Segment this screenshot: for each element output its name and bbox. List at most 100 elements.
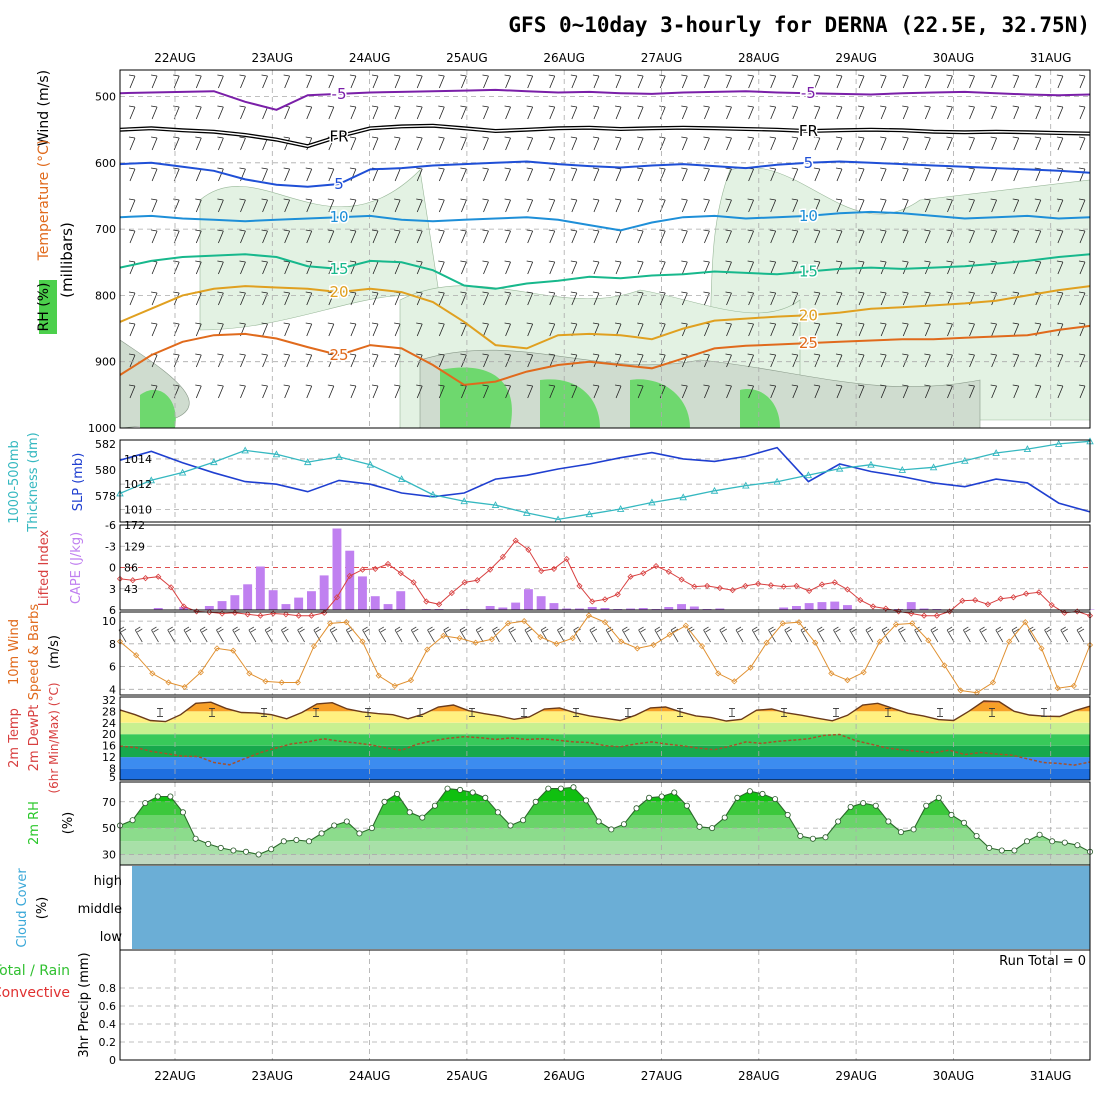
wind-barb: [283, 322, 291, 337]
wind-barb: [173, 105, 180, 120]
wind-barb: [835, 74, 843, 89]
cape-bar: [204, 606, 214, 610]
wind-barb: [371, 291, 379, 306]
rh-marker: [318, 830, 325, 837]
wind-barb: [1078, 136, 1086, 151]
rh-marker: [419, 814, 426, 821]
cape-bar: [243, 584, 253, 610]
wind-barb: [614, 291, 622, 306]
wind-barb: [416, 229, 423, 244]
wind-speed-marker: [1022, 619, 1029, 626]
minmax-bar: [521, 708, 527, 717]
surface-wind-barb: [962, 626, 971, 643]
lifted-marker: [869, 603, 877, 610]
wind-barb: [195, 229, 202, 244]
rh-bands: [120, 787, 1090, 865]
wind-barb: [504, 136, 511, 151]
wind-speed-marker: [165, 679, 172, 686]
wind-barb: [482, 74, 489, 89]
wind-barb: [858, 353, 865, 368]
rh-marker: [671, 789, 678, 796]
minmax-bar: [365, 708, 371, 717]
wind-speed-marker: [375, 672, 382, 679]
wind-speed-line: [119, 614, 1091, 694]
wind-speed-marker: [715, 670, 722, 677]
rh-band: [120, 828, 1090, 842]
wind-barb: [526, 229, 534, 244]
wind-barb: [283, 74, 291, 89]
wind-barb: [747, 322, 754, 337]
isotherm-line: [119, 285, 1091, 350]
slp-tick: 1010: [124, 503, 152, 516]
wind-barb: [769, 291, 777, 306]
wind-barb: [614, 322, 622, 337]
wind-barb: [504, 74, 511, 89]
thickness-marker: [335, 452, 343, 460]
wind-barb: [990, 105, 997, 120]
rh-marker: [343, 818, 350, 825]
rh-marker: [394, 790, 401, 797]
wind-barb: [791, 353, 799, 368]
rh-marker: [255, 851, 262, 858]
wind-barb: [371, 105, 379, 120]
wind-barb: [813, 229, 821, 244]
surface-wind-barb: [183, 626, 192, 643]
wind-barb: [217, 167, 224, 182]
thickness-marker: [366, 460, 375, 468]
wind-barb: [1034, 136, 1042, 151]
lifted-marker: [959, 597, 966, 604]
date-label-top: 30AUG: [933, 51, 975, 65]
dewpoint-line: [119, 733, 1091, 766]
wind-barb: [924, 198, 931, 213]
wind-barb: [747, 74, 754, 89]
wind-barb: [460, 198, 467, 213]
temp-tick: 8: [109, 763, 116, 776]
wind-barb: [526, 167, 534, 182]
lifted-marker: [627, 573, 634, 580]
wind-barb: [349, 74, 357, 89]
wind-barb: [968, 322, 975, 337]
minmax-bar: [885, 708, 891, 717]
wind-barb: [128, 322, 136, 337]
wind-barb: [239, 353, 246, 368]
rh-band: [120, 841, 1090, 855]
cape-bar: [294, 597, 304, 610]
wind-barb: [394, 229, 401, 244]
precip-tick: 0.8: [99, 982, 117, 995]
rh-marker: [885, 818, 892, 825]
wind-speed-marker: [197, 669, 204, 676]
wind-speed-marker: [343, 619, 350, 626]
wind-barb: [659, 322, 666, 337]
wind-speed-marker: [989, 679, 997, 686]
wind-barb: [791, 384, 799, 399]
lifted-marker: [601, 596, 609, 603]
wind-barb: [769, 198, 777, 213]
wind-barb: [858, 136, 865, 151]
wind-barb: [394, 74, 401, 89]
wind-barb: [416, 136, 423, 151]
rh-marker: [797, 833, 804, 840]
surface-wind-barb: [979, 626, 987, 643]
wind-barb: [813, 136, 821, 151]
wind-barb: [1012, 229, 1020, 244]
wind-barb: [747, 198, 754, 213]
wind-barb: [195, 74, 202, 89]
wind-speed-marker: [521, 618, 528, 625]
wind-barb: [637, 136, 644, 151]
wind-barb: [1012, 198, 1020, 213]
lifted-marker: [308, 612, 315, 619]
wind-barb: [681, 136, 688, 151]
wind-barb: [813, 353, 821, 368]
wind-speed-marker: [682, 622, 689, 629]
thickness-marker: [992, 449, 1000, 456]
surface-wind-barb: [264, 626, 273, 643]
cape-bar: [217, 601, 227, 610]
lifted-marker: [716, 584, 723, 592]
rh-marker: [305, 838, 312, 845]
wind-barb: [1056, 136, 1064, 151]
wind-barb: [349, 322, 357, 337]
wind-barb: [1078, 74, 1086, 89]
wind-barb: [217, 105, 224, 120]
wind-barb: [946, 353, 953, 368]
rh-band: [120, 801, 1090, 815]
